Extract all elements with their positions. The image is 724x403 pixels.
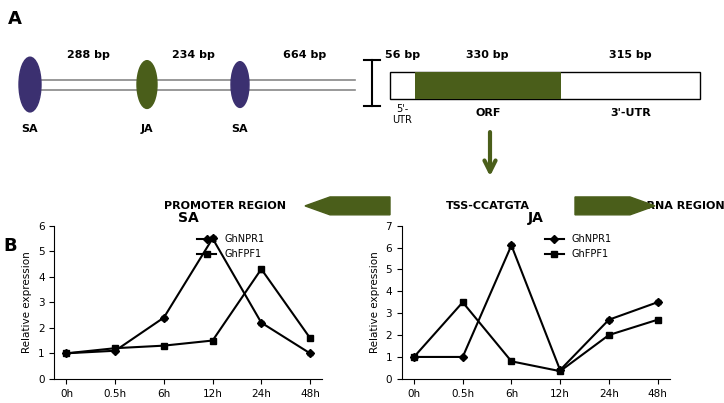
Text: 664 bp: 664 bp xyxy=(283,50,327,60)
Text: ORF: ORF xyxy=(475,108,500,118)
FancyArrow shape xyxy=(305,197,390,215)
Text: B: B xyxy=(4,237,17,255)
Text: 330 bp: 330 bp xyxy=(466,50,509,60)
Y-axis label: Relative expression: Relative expression xyxy=(22,251,33,353)
Text: 3'-UTR: 3'-UTR xyxy=(610,108,651,118)
Text: TSS-CCATGTA: TSS-CCATGTA xyxy=(446,201,530,211)
Text: PROMOTER REGION: PROMOTER REGION xyxy=(164,201,286,211)
Ellipse shape xyxy=(19,57,41,112)
Bar xyxy=(415,72,560,100)
Legend: GhNPR1, GhFPF1: GhNPR1, GhFPF1 xyxy=(193,231,268,263)
Text: 315 bp: 315 bp xyxy=(609,50,652,60)
Text: mRNA REGION: mRNA REGION xyxy=(635,201,724,211)
Text: JA: JA xyxy=(140,125,153,134)
Text: SA: SA xyxy=(232,125,248,134)
Text: 5'-
UTR: 5'- UTR xyxy=(392,104,413,125)
Text: 56 bp: 56 bp xyxy=(385,50,420,60)
Text: SA: SA xyxy=(22,125,38,134)
Y-axis label: Relative expression: Relative expression xyxy=(370,251,380,353)
Text: 234 bp: 234 bp xyxy=(172,50,214,60)
Title: JA: JA xyxy=(528,210,544,224)
Text: 288 bp: 288 bp xyxy=(67,50,109,60)
Title: SA: SA xyxy=(178,210,198,224)
Bar xyxy=(390,72,700,100)
Legend: GhNPR1, GhFPF1: GhNPR1, GhFPF1 xyxy=(541,231,615,263)
Ellipse shape xyxy=(137,61,157,108)
Text: A: A xyxy=(8,10,22,28)
FancyArrow shape xyxy=(575,197,655,215)
Ellipse shape xyxy=(231,62,249,108)
